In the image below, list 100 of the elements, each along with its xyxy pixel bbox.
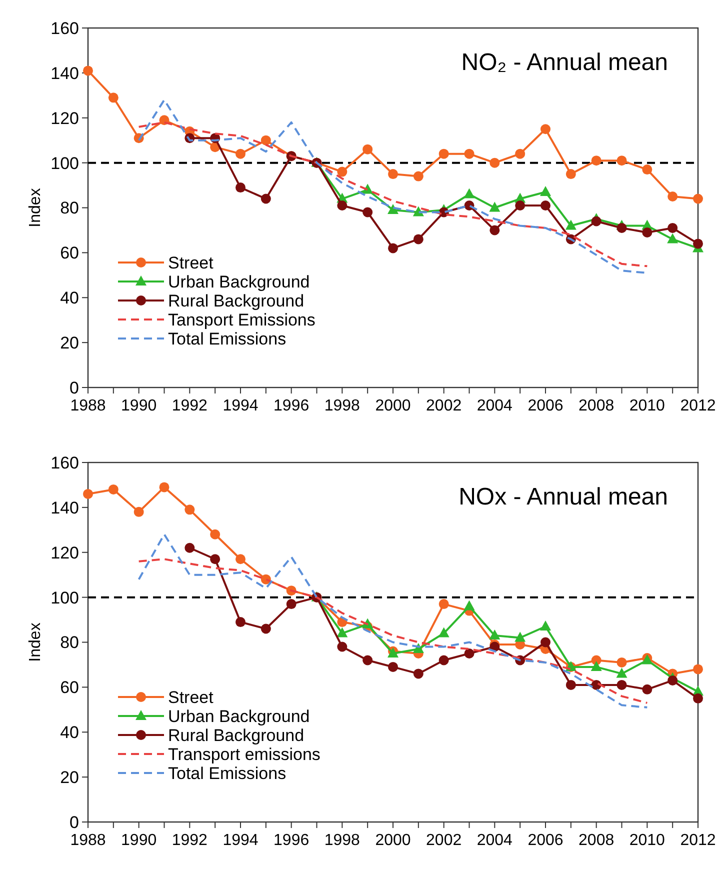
point: [336, 627, 348, 638]
point: [668, 222, 678, 233]
point: [464, 148, 474, 159]
x-tick-label: 2004: [476, 398, 513, 414]
point: [413, 234, 424, 244]
point: [642, 164, 652, 175]
point: [616, 657, 627, 668]
x-tick-label: 1992: [172, 398, 208, 414]
x-tick-label: 2000: [375, 398, 411, 414]
point: [236, 148, 246, 159]
point: [438, 655, 449, 666]
point: [616, 668, 628, 678]
x-tick-label: 2004: [476, 832, 513, 849]
point: [464, 188, 475, 198]
x-tick-label: 2006: [528, 398, 564, 414]
x-tick-label: 1988: [70, 832, 106, 849]
y-tick-label: 80: [60, 198, 79, 218]
x-tick-label: 1988: [70, 398, 106, 414]
x-tick-label: 1996: [274, 398, 310, 414]
point: [413, 171, 424, 182]
y-tick-label: 140: [50, 64, 79, 83]
point: [540, 200, 550, 211]
point: [388, 169, 398, 180]
point: [83, 488, 93, 499]
legend-label: Total Emissions: [168, 764, 286, 783]
legend-label: Rural Background: [168, 726, 304, 745]
point: [540, 124, 550, 134]
point: [362, 144, 373, 154]
y-axis-title: Index: [27, 188, 44, 228]
point: [108, 92, 118, 103]
point: [83, 66, 93, 76]
y-tick-label: 40: [60, 288, 79, 308]
point: [490, 158, 500, 168]
y-axis-title: Index: [27, 622, 44, 662]
y-tick-label: 120: [50, 543, 79, 562]
point: [362, 207, 373, 218]
x-tick-label: 2012: [680, 832, 716, 849]
line-series: [138, 533, 648, 708]
point: [667, 233, 678, 244]
x-tick-label: 2008: [578, 398, 614, 414]
point: [337, 200, 348, 211]
point: [668, 675, 678, 686]
point: [159, 482, 170, 492]
point: [236, 617, 246, 628]
y-tick-label: 100: [50, 154, 79, 173]
x-tick-label: 2002: [426, 832, 462, 849]
y-tick-label: 80: [60, 633, 79, 652]
point: [591, 216, 602, 226]
point: [693, 238, 703, 249]
point: [388, 204, 398, 214]
y-tick-label: 0: [70, 378, 79, 398]
x-tick-label: 1994: [222, 832, 258, 849]
point: [540, 637, 550, 648]
y-tick-label: 140: [50, 498, 79, 518]
point: [566, 169, 576, 180]
x-tick-label: 2006: [528, 832, 564, 849]
x-tick-label: 2012: [680, 398, 716, 414]
x-tick-label: 1992: [172, 832, 208, 849]
y-tick-label: 160: [50, 18, 79, 38]
legend-label: Rural Background: [168, 291, 304, 310]
point: [134, 506, 144, 517]
point: [591, 156, 602, 166]
point: [438, 627, 450, 638]
point: [490, 225, 500, 236]
y-tick-label: 40: [60, 723, 79, 742]
point: [693, 693, 703, 704]
x-tick-label: 1990: [121, 832, 157, 849]
point: [616, 680, 627, 690]
x-tick-label: 1998: [324, 832, 360, 849]
point: [616, 156, 627, 166]
point: [642, 684, 652, 694]
point: [210, 529, 220, 540]
y-tick-label: 20: [60, 334, 79, 353]
point: [108, 484, 118, 494]
text: NO₂ - Annual mean: [461, 49, 668, 76]
point: [413, 668, 424, 679]
point: [693, 194, 703, 204]
point: [184, 542, 195, 553]
point: [489, 202, 500, 212]
legend-label: Tansport Emissions: [168, 310, 316, 330]
y-tick-label: 160: [50, 453, 79, 472]
point: [388, 243, 398, 254]
y-tick-label: 100: [50, 588, 79, 608]
point: [464, 648, 474, 658]
point: [566, 680, 576, 690]
point: [184, 504, 195, 515]
x-tick-label: 2008: [578, 832, 614, 849]
x-tick-label: 2010: [629, 832, 666, 849]
point: [236, 554, 246, 564]
point: [260, 194, 271, 204]
point: [565, 220, 576, 230]
legend-label: Urban Background: [168, 272, 310, 292]
point: [388, 662, 398, 672]
x-tick-label: 1994: [222, 398, 258, 414]
point: [693, 664, 703, 674]
point: [337, 642, 348, 652]
x-tick-label: 2002: [426, 398, 462, 414]
point: [489, 630, 500, 640]
point: [540, 186, 551, 196]
y-tick-label: 120: [50, 108, 79, 128]
